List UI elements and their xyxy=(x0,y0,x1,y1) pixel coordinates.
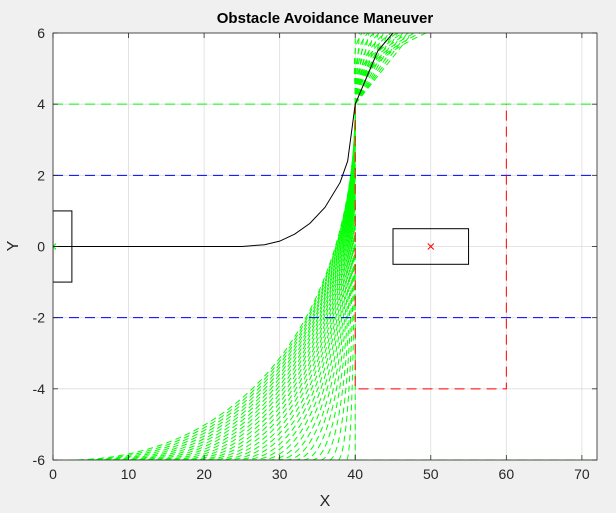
fan-curve xyxy=(268,104,356,460)
y-tick-label: -6 xyxy=(33,452,46,468)
fan-curve xyxy=(76,104,356,460)
fan-ray-upper xyxy=(354,33,413,105)
fan-curve xyxy=(346,104,356,460)
y-axis-label: Y xyxy=(5,240,22,251)
x-axis-label: X xyxy=(320,493,331,510)
y-tick-label: -2 xyxy=(33,310,46,326)
x-tick-label: 60 xyxy=(499,466,515,482)
fan-ray-upper xyxy=(354,33,409,105)
fan-curve xyxy=(311,104,356,460)
obstacle-center-marker xyxy=(427,243,435,250)
red-zone-outline xyxy=(354,104,507,390)
x-tick-label: 70 xyxy=(574,466,590,482)
fan-curve xyxy=(320,104,356,460)
y-tick-label: 6 xyxy=(37,25,45,41)
fan-ray-upper xyxy=(354,33,399,105)
x-tick-label: 10 xyxy=(121,466,137,482)
fan-curve xyxy=(102,104,356,460)
fan-curve xyxy=(303,104,356,460)
fan-ray-upper xyxy=(354,33,404,105)
ego-center-marker xyxy=(53,243,57,250)
x-tick-label: 30 xyxy=(272,466,288,482)
x-tick-label: 50 xyxy=(423,466,439,482)
fan-curve xyxy=(224,104,356,460)
fan-curve xyxy=(120,104,356,460)
fan-curve xyxy=(189,104,356,460)
fan-curve xyxy=(146,104,356,460)
y-tick-label: 0 xyxy=(37,239,45,255)
fan-curve xyxy=(285,104,356,460)
fan-curve-upper xyxy=(354,33,428,105)
obstacle-box xyxy=(392,228,470,265)
fan-curve xyxy=(242,104,356,460)
fan-ray-upper xyxy=(354,33,394,105)
y-tick-label: 2 xyxy=(37,167,45,183)
trajectory-fan xyxy=(68,33,428,460)
fan-curve xyxy=(207,104,356,460)
red-zone xyxy=(354,104,507,390)
x-tick-label: 20 xyxy=(196,466,212,482)
path-group xyxy=(53,33,394,247)
chart-title: Obstacle Avoidance Maneuver xyxy=(217,10,434,27)
x-tick-label: 0 xyxy=(49,466,57,482)
y-tick-label: 4 xyxy=(37,96,45,112)
x-tick-label: 40 xyxy=(347,466,363,482)
y-tick-label: -4 xyxy=(33,381,46,397)
vehicle-path xyxy=(53,33,394,247)
